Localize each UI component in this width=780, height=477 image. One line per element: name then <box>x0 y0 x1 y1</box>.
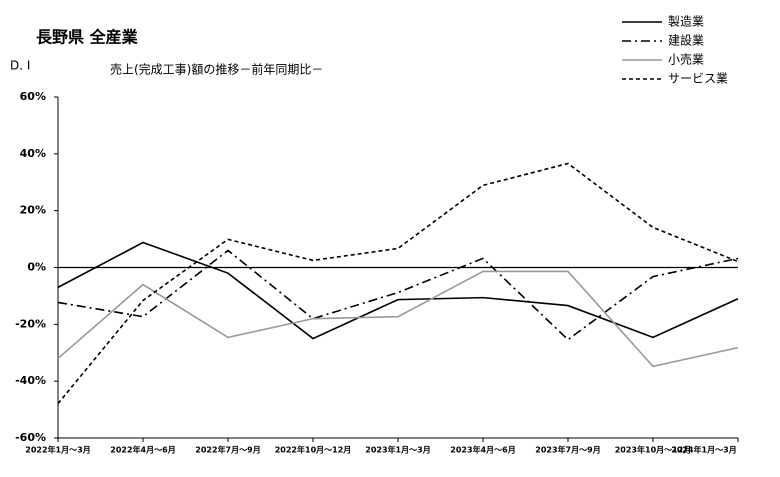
series-line <box>57 162 739 405</box>
x-tick-label: 2023年1月～3月 <box>365 445 430 455</box>
legend-label: サービス業 <box>668 72 728 86</box>
series-line <box>57 249 739 341</box>
legend-label: 小売業 <box>668 52 704 67</box>
x-tick-label: 2022年10月～12月 <box>275 445 352 455</box>
x-tick-label: 2023年4月～6月 <box>450 445 515 455</box>
chart-title: 長野県 全産業 <box>36 28 139 47</box>
x-tick-label: 2022年7月～9月 <box>195 445 260 455</box>
chart-subtitle: 売上(完成工事)額の推移－前年同期比－ <box>110 62 323 77</box>
y-tick-label: 20% <box>20 204 46 217</box>
y-tick-label: 40% <box>20 147 46 160</box>
y-tick-label: -60% <box>15 431 46 444</box>
y-label: D. I <box>10 59 30 73</box>
series-line <box>57 270 739 368</box>
x-tick-label: 2022年4月～6月 <box>110 445 175 455</box>
legend-label: 建設業 <box>668 33 704 48</box>
x-tick-label: 2023年10月～12月 <box>615 445 692 455</box>
y-tick-label: -20% <box>15 317 46 330</box>
x-tick-label: 2023年7月～9月 <box>535 445 600 455</box>
y-tick-label: 60% <box>20 90 46 103</box>
x-tick-label: 2024年1月～3月 <box>671 445 736 455</box>
y-tick-label: 0% <box>27 261 46 274</box>
series-line <box>57 241 739 340</box>
x-tick-label: 2022年1月～3月 <box>25 445 90 455</box>
y-tick-label: -40% <box>15 374 46 387</box>
legend-label: 製造業 <box>668 15 704 29</box>
